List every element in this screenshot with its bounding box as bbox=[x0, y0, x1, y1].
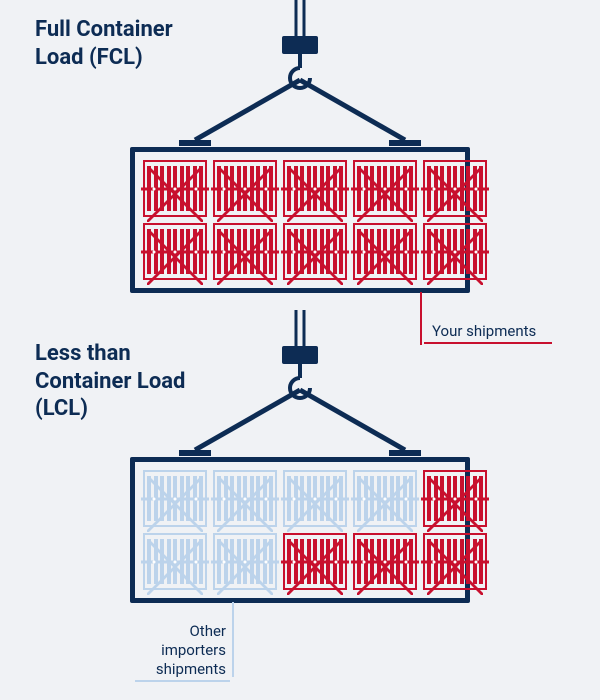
fcl-title: Full Container Load (FCL) bbox=[35, 16, 215, 71]
crate-red bbox=[423, 223, 487, 280]
lcl-container bbox=[130, 457, 470, 603]
crate-red bbox=[423, 160, 487, 217]
fcl-callout-label: Your shipments bbox=[424, 320, 552, 344]
fcl-callout-line-vertical bbox=[420, 292, 422, 345]
crate-red bbox=[283, 223, 347, 280]
crate-blue bbox=[283, 470, 347, 527]
lcl-callout-label: Other importers shipments bbox=[135, 620, 230, 682]
crate-red bbox=[353, 223, 417, 280]
lcl-callout-line-vertical bbox=[232, 602, 234, 677]
crate-red bbox=[213, 160, 277, 217]
lcl-title: Less than Container Load (LCL) bbox=[35, 340, 195, 423]
crate-red bbox=[353, 160, 417, 217]
crate-red bbox=[143, 223, 207, 280]
crate-red bbox=[423, 470, 487, 527]
crate-blue bbox=[143, 470, 207, 527]
fcl-container bbox=[130, 147, 470, 293]
crate-red bbox=[143, 160, 207, 217]
crate-blue bbox=[143, 533, 207, 590]
crate-red bbox=[423, 533, 487, 590]
crate-red bbox=[283, 160, 347, 217]
crate-red bbox=[213, 223, 277, 280]
crate-red bbox=[283, 533, 347, 590]
crate-blue bbox=[353, 470, 417, 527]
crate-blue bbox=[213, 470, 277, 527]
crate-blue bbox=[213, 533, 277, 590]
crate-red bbox=[353, 533, 417, 590]
